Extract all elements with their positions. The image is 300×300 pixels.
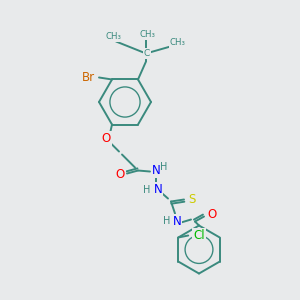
Text: O: O [101,132,111,145]
Text: Br: Br [81,71,94,84]
Text: O: O [207,208,217,221]
Text: O: O [116,168,124,181]
Text: CH₃: CH₃ [140,30,156,39]
Text: N: N [154,183,162,196]
Text: H: H [143,184,151,194]
Text: CH₃: CH₃ [170,38,186,47]
Text: C: C [144,49,150,58]
Text: Cl: Cl [194,229,205,242]
Text: N: N [172,215,182,228]
Text: S: S [188,193,196,206]
Text: H: H [163,215,171,226]
Text: CH₃: CH₃ [106,32,122,41]
Text: N: N [152,164,160,177]
Text: H: H [160,161,168,172]
